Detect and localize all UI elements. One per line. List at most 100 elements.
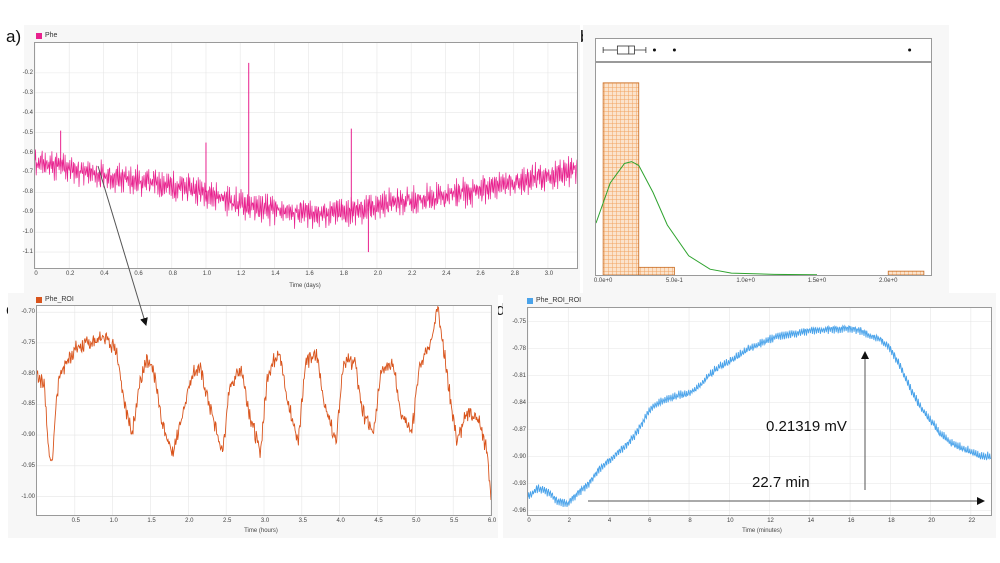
x-tick-label: 2.8 <box>510 271 519 277</box>
y-tick-label: -0.3 <box>22 89 33 96</box>
x-tick-label: 1.0e+0 <box>736 278 755 284</box>
y-tick-label: -0.87 <box>512 426 526 433</box>
histogram-bar <box>638 266 675 275</box>
x-tick-label: 0 <box>34 271 38 277</box>
series-line-Phe_ROI <box>37 306 491 501</box>
x-tick-label: 1.8 <box>339 271 348 277</box>
x-tick-label: 20 <box>928 518 935 524</box>
legend-label-phe: Phe <box>45 32 58 39</box>
x-tick-label: 2.6 <box>476 271 485 277</box>
x-tick-label: 3.0 <box>544 271 554 277</box>
legend-swatch-phe-roi <box>36 296 42 303</box>
x-tick-label: 1.6 <box>305 271 314 277</box>
chart-d-svg <box>528 308 991 515</box>
x-tick-label: 1.2 <box>237 271 246 277</box>
y-tick-label: -0.81 <box>512 372 526 379</box>
plot-area-a <box>34 42 578 269</box>
x-tick-label: 14 <box>807 518 815 524</box>
x-tick-label: 2.5 <box>222 518 232 524</box>
panel-label-a: a) <box>6 27 22 46</box>
x-tick-label: 4 <box>607 518 612 524</box>
y-tick-label: -0.6 <box>22 149 33 156</box>
histogram-bar <box>887 270 925 275</box>
boxplot-svg <box>602 45 912 55</box>
amplitude-annotation: 0.21319 mV <box>766 418 847 435</box>
x-tick-label: 8 <box>688 518 692 524</box>
y-tick-label: -0.95 <box>21 462 35 469</box>
x-tick-label: 6.0 <box>487 518 497 524</box>
x-tick-label: 0 <box>527 518 531 524</box>
x-tick-label: 2.4 <box>442 271 451 277</box>
x-tick-label: 1.0 <box>202 271 212 277</box>
plot-area-b <box>595 62 932 276</box>
y-tick-label: -0.75 <box>512 318 526 325</box>
duration-annotation: 22.7 min <box>752 474 810 491</box>
y-tick-label: -0.93 <box>512 480 526 487</box>
x-tick-label: 3.0 <box>260 518 270 524</box>
y-tick-label: -1.1 <box>22 249 33 256</box>
boxplot-outlier <box>672 48 676 52</box>
legend-swatch-phe-roi-roi <box>527 297 533 304</box>
y-tick-label: -0.78 <box>512 345 526 352</box>
chart-c-svg <box>37 306 491 515</box>
x-tick-label: 0.5 <box>71 518 80 524</box>
y-tick-label: -0.80 <box>21 370 35 377</box>
y-tick-label: -1.00 <box>21 493 35 500</box>
histogram-bar <box>602 82 640 275</box>
x-tick-label: 0.8 <box>168 271 177 277</box>
x-axis-title-d: Time (minutes) <box>742 528 782 534</box>
y-tick-label: -0.7 <box>22 169 33 176</box>
x-tick-label: 2 <box>567 518 571 524</box>
plot-area-c <box>36 305 492 516</box>
y-tick-label: -0.70 <box>21 309 35 316</box>
x-tick-label: 12 <box>767 518 774 524</box>
x-tick-label: 0.2 <box>66 271 75 277</box>
x-tick-label: 1.5e+0 <box>807 278 827 284</box>
x-tick-label: 1.4 <box>271 271 280 277</box>
x-tick-label: 10 <box>726 518 734 524</box>
legend-phe: Phe <box>36 32 57 39</box>
x-tick-label: 4.0 <box>336 518 345 524</box>
x-tick-label: 2.0e+0 <box>878 278 898 284</box>
legend-swatch-phe <box>36 32 42 39</box>
chart-a-svg <box>35 43 577 268</box>
y-tick-label: -0.90 <box>512 453 526 460</box>
x-tick-label: 5.0 <box>412 518 421 524</box>
series-line-Phe <box>35 149 577 229</box>
x-tick-label: 18 <box>888 518 895 524</box>
boxplot-outlier <box>908 48 912 52</box>
x-axis-title-c: Time (hours) <box>244 528 278 534</box>
fit-curve <box>596 161 818 275</box>
x-tick-label: 3.5 <box>298 518 307 524</box>
legend-label-phe-roi: Phe_ROI <box>45 296 74 303</box>
x-tick-label: 2.0 <box>373 271 383 277</box>
x-tick-label: 0.0e+0 <box>593 278 613 284</box>
plot-area-d <box>527 307 992 516</box>
legend-phe-roi-roi: Phe_ROI_ROI <box>527 297 581 304</box>
x-tick-label: 16 <box>847 518 855 524</box>
y-tick-label: -0.8 <box>22 189 33 196</box>
histogram-svg <box>596 82 925 275</box>
series-line-Phe_ROI_ROI <box>528 324 991 508</box>
x-tick-label: 5.0e-1 <box>665 278 683 284</box>
x-tick-label: 6 <box>648 518 652 524</box>
x-tick-label: 4.5 <box>374 518 383 524</box>
y-tick-label: -0.5 <box>22 129 33 136</box>
legend-label-phe-roi-roi: Phe_ROI_ROI <box>536 297 582 304</box>
y-tick-label: -0.2 <box>22 69 33 76</box>
x-tick-label: 2.0 <box>185 518 194 524</box>
x-tick-label: 5.5 <box>449 518 459 524</box>
y-tick-label: -0.84 <box>512 399 526 406</box>
x-tick-label: 1.0 <box>109 518 118 524</box>
y-tick-label: -0.4 <box>22 109 33 116</box>
y-tick-label: -0.75 <box>21 339 35 346</box>
boxplot-outlier <box>652 48 656 52</box>
x-tick-label: 1.5 <box>147 518 156 524</box>
legend-phe-roi: Phe_ROI <box>36 296 74 303</box>
boxplot-area-b <box>595 38 932 62</box>
x-tick-label: 22 <box>968 518 976 524</box>
x-tick-label: 2.2 <box>407 271 417 277</box>
x-tick-label: 0.6 <box>134 271 143 277</box>
y-tick-label: -0.90 <box>21 432 35 439</box>
y-tick-label: -0.96 <box>512 507 526 514</box>
